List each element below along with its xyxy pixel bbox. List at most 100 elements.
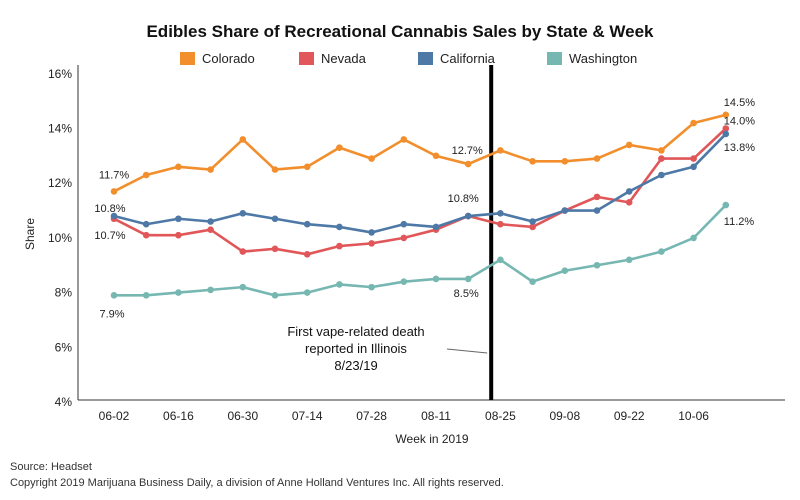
data-point-nevada xyxy=(207,226,214,233)
data-point-nevada xyxy=(303,251,311,258)
data-point-california xyxy=(497,209,504,217)
y-axis-label: Share xyxy=(23,218,37,250)
data-label: 11.7% xyxy=(99,169,130,181)
data-point-california xyxy=(464,212,472,220)
data-point-california xyxy=(303,220,311,228)
event-label-line: 8/23/19 xyxy=(334,358,377,373)
data-point-colorado xyxy=(239,136,247,143)
data-point-washington xyxy=(690,234,697,242)
data-point-washington xyxy=(658,248,665,255)
legend-swatch xyxy=(180,52,195,65)
event-leader-line xyxy=(446,348,488,354)
data-point-nevada xyxy=(497,220,504,228)
data-point-washington xyxy=(497,256,504,264)
x-tick-label: 08-25 xyxy=(485,409,516,423)
data-point-california xyxy=(175,215,182,223)
data-point-colorado xyxy=(142,171,150,179)
data-point-california xyxy=(593,207,601,214)
y-tick-label: 14% xyxy=(48,122,72,136)
data-point-nevada xyxy=(722,125,730,132)
data-label: 13.8% xyxy=(724,142,755,154)
data-point-washington xyxy=(175,289,182,296)
y-tick-label: 12% xyxy=(48,176,72,190)
legend-swatch xyxy=(299,52,314,65)
data-label: 11.2% xyxy=(724,216,755,228)
legend: Colorado Nevada California Washington xyxy=(180,51,637,66)
series-line-california xyxy=(113,133,727,234)
data-point-nevada xyxy=(239,248,247,255)
data-point-nevada xyxy=(625,199,633,206)
data-point-california xyxy=(400,220,408,228)
data-label: 14.5% xyxy=(724,97,755,109)
x-tick-label: 10-06 xyxy=(678,409,709,423)
data-label: 10.8% xyxy=(448,193,479,205)
x-axis-label: Week in 2019 xyxy=(395,432,468,446)
data-point-colorado xyxy=(497,147,504,154)
data-point-nevada xyxy=(593,193,601,201)
data-point-nevada xyxy=(529,223,536,231)
data-point-california xyxy=(239,209,247,217)
data-label: 10.8% xyxy=(94,203,125,215)
x-tick-label: 07-28 xyxy=(356,409,387,423)
data-point-california xyxy=(722,130,730,138)
data-point-california xyxy=(625,188,633,195)
data-point-colorado xyxy=(432,152,440,160)
data-point-california xyxy=(561,207,569,214)
data-point-washington xyxy=(561,267,569,275)
event-annotation: First vape-related death reported in Illi… xyxy=(287,65,494,400)
data-label: 7.9% xyxy=(99,308,124,320)
data-point-washington xyxy=(625,256,633,264)
y-tick-label: 16% xyxy=(48,67,72,81)
data-labels: 11.7% 10.8% 10.7% 7.9% 12.7% 10.8% 8.5% 14.5% 14… xyxy=(94,97,755,321)
data-point-california xyxy=(207,218,214,225)
series-line-washington xyxy=(114,204,727,297)
copyright-note: Copyright 2019 Marijuana Business Daily,… xyxy=(10,477,504,489)
data-point-nevada xyxy=(400,234,408,242)
data-point-california xyxy=(336,223,343,231)
data-point-colorado xyxy=(303,163,311,171)
data-point-colorado xyxy=(625,141,633,149)
data-point-colorado xyxy=(110,188,118,195)
x-tick-label: 07-14 xyxy=(292,409,323,423)
data-point-colorado xyxy=(690,119,697,127)
x-tick-label: 08-11 xyxy=(421,409,451,423)
data-point-colorado xyxy=(271,166,279,173)
series-line-colorado xyxy=(113,113,727,193)
x-tick-label: 09-08 xyxy=(549,409,580,423)
x-tick-label: 06-30 xyxy=(227,409,258,423)
data-point-washington xyxy=(368,283,375,291)
data-point-colorado xyxy=(593,155,601,162)
data-point-california xyxy=(432,223,440,231)
y-tick-label: 4% xyxy=(55,395,73,409)
data-point-washington xyxy=(464,275,472,283)
series-line-nevada xyxy=(113,127,727,256)
data-point-california xyxy=(529,218,536,225)
data-point-washington xyxy=(593,261,601,269)
data-point-washington xyxy=(432,275,440,283)
data-point-washington xyxy=(207,286,214,294)
data-point-colorado xyxy=(175,163,182,171)
data-point-california xyxy=(658,171,665,179)
data-point-nevada xyxy=(336,242,343,250)
data-point-california xyxy=(110,212,118,220)
y-tick-label: 10% xyxy=(48,231,72,245)
y-tick-label: 8% xyxy=(55,286,73,300)
data-point-california xyxy=(271,215,279,223)
data-point-nevada xyxy=(690,155,697,162)
data-point-colorado xyxy=(336,144,343,151)
event-label-line: First vape-related death xyxy=(287,324,424,339)
data-point-washington xyxy=(529,278,536,285)
data-point-colorado xyxy=(400,136,408,143)
data-point-nevada xyxy=(175,231,182,239)
data-point-colorado xyxy=(368,155,375,162)
data-label: 8.5% xyxy=(454,288,479,300)
chart-title: Edibles Share of Recreational Cannabis S… xyxy=(146,22,654,41)
data-point-nevada xyxy=(368,240,375,247)
data-point-washington xyxy=(336,281,343,288)
data-point-california xyxy=(368,229,375,236)
data-label: 14.0% xyxy=(724,116,755,128)
data-point-colorado xyxy=(722,111,730,119)
data-point-washington xyxy=(110,292,118,299)
legend-swatch xyxy=(418,52,433,65)
